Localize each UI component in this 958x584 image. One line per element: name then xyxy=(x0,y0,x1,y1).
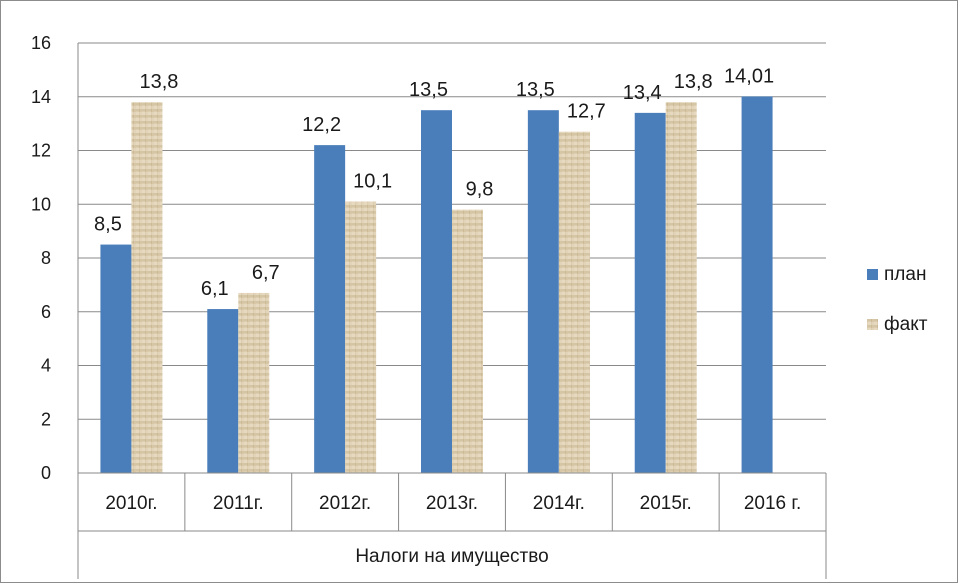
y-tick-label: 6 xyxy=(41,302,51,322)
x-tick-label: 2015г. xyxy=(640,493,692,514)
data-label: 8,5 xyxy=(94,214,122,236)
y-tick-label: 12 xyxy=(31,141,51,161)
bar-fact xyxy=(665,102,697,473)
y-tick-label: 4 xyxy=(41,356,51,376)
legend-label-plan: план xyxy=(884,264,926,285)
y-tick-label: 2 xyxy=(41,409,51,429)
y-tick-label: 10 xyxy=(31,194,51,214)
data-label: 6,7 xyxy=(252,262,280,284)
data-label: 13,8 xyxy=(139,71,178,93)
bar-plan xyxy=(741,96,773,473)
data-label: 13,4 xyxy=(623,82,662,104)
x-tick-label: 2013г. xyxy=(426,493,478,514)
data-label: 13,8 xyxy=(674,71,713,93)
data-label: 13,5 xyxy=(409,79,448,101)
bar-plan xyxy=(100,244,132,473)
y-tick-label: 0 xyxy=(41,463,51,483)
legend: план факт xyxy=(867,264,928,335)
bar-plan xyxy=(314,145,346,473)
data-labels: 8,5 6,1 12,2 13,5 13,5 13,4 14,01 13,8 6,7 10,1 9,… xyxy=(94,65,774,300)
data-label: 12,7 xyxy=(567,101,606,123)
axes: 0 2 4 6 8 10 12 14 16 2010г. 2011г. 2012г. 2013г. 201… xyxy=(31,33,827,579)
data-label: 6,1 xyxy=(201,278,229,300)
y-tick-label: 8 xyxy=(41,248,51,268)
data-label: 10,1 xyxy=(353,171,392,193)
data-label: 13,5 xyxy=(516,79,555,101)
x-tick-label: 2010г. xyxy=(105,493,157,514)
bar-plan xyxy=(207,309,239,473)
data-label: 12,2 xyxy=(302,114,341,136)
legend-swatch-fact xyxy=(867,319,878,330)
y-tick-label: 16 xyxy=(31,33,51,53)
x-tick-label: 2011г. xyxy=(213,493,264,514)
legend-swatch-plan xyxy=(867,269,878,280)
legend-label-fact: факт xyxy=(884,314,928,335)
bar-plan xyxy=(634,112,666,473)
data-label: 14,01 xyxy=(724,65,774,87)
x-tick-label: 2012г. xyxy=(319,493,371,514)
bar-fact xyxy=(452,209,483,473)
x-tick-label: 2014г. xyxy=(533,493,585,514)
bar-fact xyxy=(558,131,590,473)
x-tick-label: 2016 г. xyxy=(744,493,801,514)
y-tick-label: 14 xyxy=(31,87,51,107)
bars xyxy=(100,96,773,473)
x-axis-group-label: Налоги на имущество xyxy=(355,546,548,567)
bar-fact xyxy=(345,201,377,473)
bar-plan xyxy=(421,110,452,473)
bar-plan xyxy=(527,110,559,473)
bar-fact xyxy=(238,292,270,473)
bar-fact xyxy=(131,102,163,473)
data-label: 9,8 xyxy=(466,179,494,201)
